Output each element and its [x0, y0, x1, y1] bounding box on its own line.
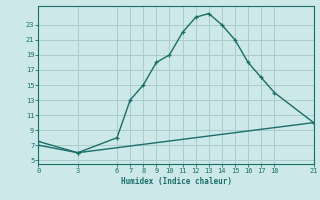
X-axis label: Humidex (Indice chaleur): Humidex (Indice chaleur)	[121, 177, 231, 186]
